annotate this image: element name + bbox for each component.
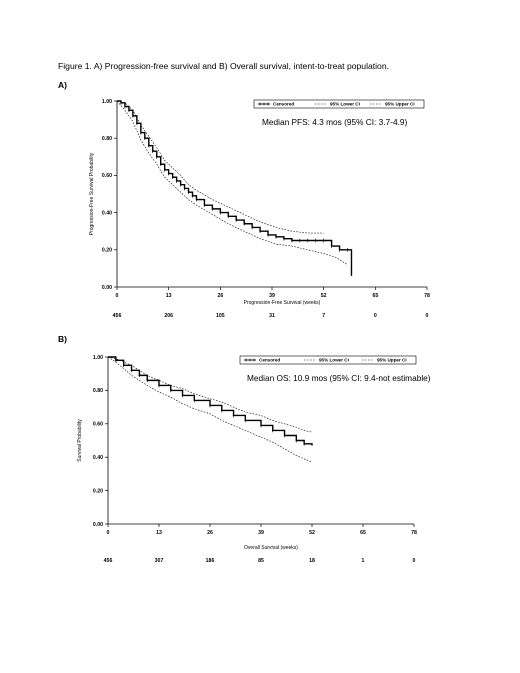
chartb-at-risk-count: 18 [309,558,315,564]
charta-survival-curve [117,100,353,276]
chartb-y-tick-label: 0.20 [93,488,103,494]
panel-label-a: A) [58,80,67,90]
charta-x-tick-label: 65 [372,293,378,299]
charta-x-tick-label: 52 [321,293,327,299]
charta-y-tick-label: 0.00 [102,285,112,291]
chartb-x-tick-label: 39 [258,530,264,536]
chartb-at-risk-count: 0 [413,558,416,564]
charta-at-risk-count: 0 [426,313,429,319]
charta-x-tick-label: 0 [116,293,119,299]
charta-x-tick-label: 26 [217,293,223,299]
charta-y-tick-label: 0.40 [102,210,112,216]
charta-x-tick-label: 13 [166,293,172,299]
charta-y-tick-label: 1.00 [102,99,112,105]
charta-at-risk-count: 206 [164,313,173,319]
charta-y-tick-label: 0.80 [102,136,112,142]
charta-legend-label: Censored [273,102,294,107]
charta-x-tick-label: 39 [269,293,275,299]
charta-upper-ci-curve [116,100,324,234]
charta-at-risk-count: 7 [322,313,325,319]
charta-median-annotation: Median PFS: 4.3 mos (95% CI: 3.7-4.9) [262,117,407,127]
chartb-at-risk-count: 307 [155,558,164,564]
chartb-x-tick-label: 0 [107,530,110,536]
chartb-x-tick-label: 52 [309,530,315,536]
chartb-y-tick-label: 0.40 [93,455,103,461]
chartb-x-tick-label: 65 [360,530,366,536]
chartb-y-tick-label: 0.80 [93,388,103,394]
charta-legend-label: 95% Upper CI [385,102,415,107]
charta-y-tick-label: 0.60 [102,173,112,179]
chartb-y-tick-label: 0.60 [93,422,103,428]
charta-at-risk-count: 31 [269,313,275,319]
charta-y-tick-label: 0.20 [102,248,112,254]
chartb-y-axis-label: Survival Probability [77,419,83,462]
chartb-survival-curve [108,356,313,446]
chartb-legend-label: Censored [259,358,280,363]
chartb-at-risk-count: 1 [362,558,365,564]
chartb-upper-ci-curve [107,356,313,433]
chartb-lower-ci-curve [107,356,313,463]
figure-caption: Figure 1. A) Progression-free survival a… [58,61,390,71]
chartb-at-risk-count: 85 [258,558,264,564]
chartb-x-tick-label: 13 [156,530,162,536]
charta-legend-box [253,99,425,109]
chartb-median-annotation: Median OS: 10.9 mos (95% CI: 9.4-not est… [247,373,431,383]
chartb-at-risk-count: 186 [206,558,215,564]
charta-y-axis-label: Progression-Free Survival Probability [89,152,95,235]
chartb-y-tick-label: 1.00 [93,355,103,361]
chartb-x-tick-label: 78 [411,530,417,536]
chartb-legend-label: 95% Upper CI [377,358,407,363]
charta-legend-label: 95% Lower CI [330,102,360,107]
chartb-x-axis-label: Overall Survival (weeks) [244,545,298,551]
panel-label-b: B) [58,334,67,344]
charta-x-tick-label: 78 [424,293,430,299]
charta-lower-ci-curve [116,100,348,265]
charta-x-axis-label: Progression-Free Survival (weeks) [244,300,321,306]
chartb-at-risk-count: 456 [104,558,113,564]
charta-at-risk-count: 456 [113,313,122,319]
chartb-y-tick-label: 0.00 [93,522,103,528]
chartb-legend-label: 95% Lower CI [319,358,349,363]
charta-at-risk-count: 105 [216,313,225,319]
chartb-legend-box [239,355,417,365]
chartb-x-tick-label: 26 [207,530,213,536]
charta-at-risk-count: 0 [374,313,377,319]
